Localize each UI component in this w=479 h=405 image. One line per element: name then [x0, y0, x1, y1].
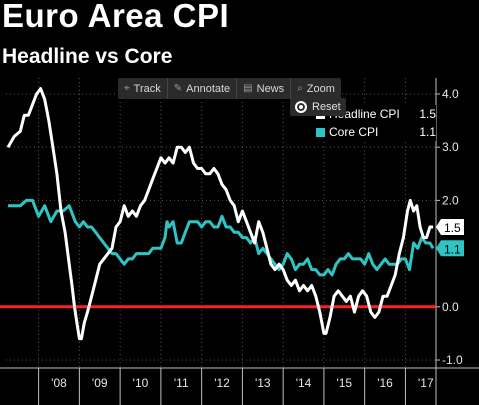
zoom-button[interactable]: ⌕ Zoom: [291, 78, 341, 99]
legend-item-core[interactable]: Core CPI 1.1: [312, 123, 436, 141]
last-value-tag-text: 1.5: [444, 221, 461, 235]
x-tick-label: '14: [296, 376, 312, 390]
x-tick-label: '17: [418, 376, 434, 390]
y-axis: 4.0 3.0 2.0 0.0 -1.0: [436, 87, 463, 367]
x-tick-label: '15: [336, 376, 352, 390]
y-tick-label: 2.0: [442, 193, 459, 207]
x-tick-label: '13: [255, 376, 271, 390]
reset-button[interactable]: Reset: [290, 98, 346, 116]
pencil-icon: ✎: [173, 83, 183, 94]
x-tick-label: '10: [133, 376, 149, 390]
last-value-tag-bg: [436, 240, 464, 257]
news-label: News: [256, 82, 285, 95]
series-line-headline: [6, 87, 434, 341]
last-value-tag-headline: 1.5: [436, 218, 464, 235]
annotate-button[interactable]: ✎ Annotate: [168, 78, 238, 99]
chart-title: Euro Area CPI: [2, 0, 230, 34]
x-tick-label: '08: [51, 376, 67, 390]
x-tick-label: '16: [377, 376, 393, 390]
x-tick-label: '12: [214, 376, 230, 390]
annotate-label: Annotate: [186, 82, 231, 95]
y-tick-label: -1.0: [442, 353, 463, 367]
last-value-tag-bg: [436, 218, 464, 235]
y-tick-label: 3.0: [442, 140, 459, 154]
reset-icon: [295, 101, 307, 113]
chart-subtitle: Headline vs Core: [2, 45, 173, 68]
magnifier-icon: ⌕: [297, 83, 303, 94]
track-button[interactable]: ⌖ Track: [118, 78, 168, 99]
y-tick-label: 0.0: [442, 300, 459, 314]
legend-value-headline: 1.5: [419, 107, 436, 121]
last-value-tag-text: 1.1: [444, 242, 461, 256]
series-line-core: [8, 198, 435, 277]
legend-value-core: 1.1: [419, 125, 436, 139]
series-layer: [6, 87, 435, 341]
track-label: Track: [133, 82, 161, 95]
legend-swatch-core: [316, 127, 325, 137]
last-value-labels: 1.5 1.1: [436, 218, 464, 257]
news-icon: ▤: [243, 83, 253, 94]
y-tick-label: 4.0: [442, 87, 459, 101]
chart-toolbar: ⌖ Track ✎ Annotate ▤ News ⌕ Zoom: [118, 78, 341, 99]
zoom-label: Zoom: [306, 82, 335, 95]
x-tick-label: '11: [174, 376, 189, 390]
x-axis: '08 '09 '10 '11 '12 '13 '14 '15 '16 '17: [38, 368, 434, 405]
legend-name-core: Core CPI: [329, 125, 379, 139]
legend-name-headline: Headline CPI: [329, 107, 400, 121]
reset-label: Reset: [312, 101, 341, 113]
x-tick-label: '09: [92, 376, 108, 390]
last-value-tag-core: 1.1: [436, 240, 464, 257]
news-button[interactable]: ▤ News: [237, 78, 292, 99]
crosshair-icon: ⌖: [124, 83, 130, 94]
